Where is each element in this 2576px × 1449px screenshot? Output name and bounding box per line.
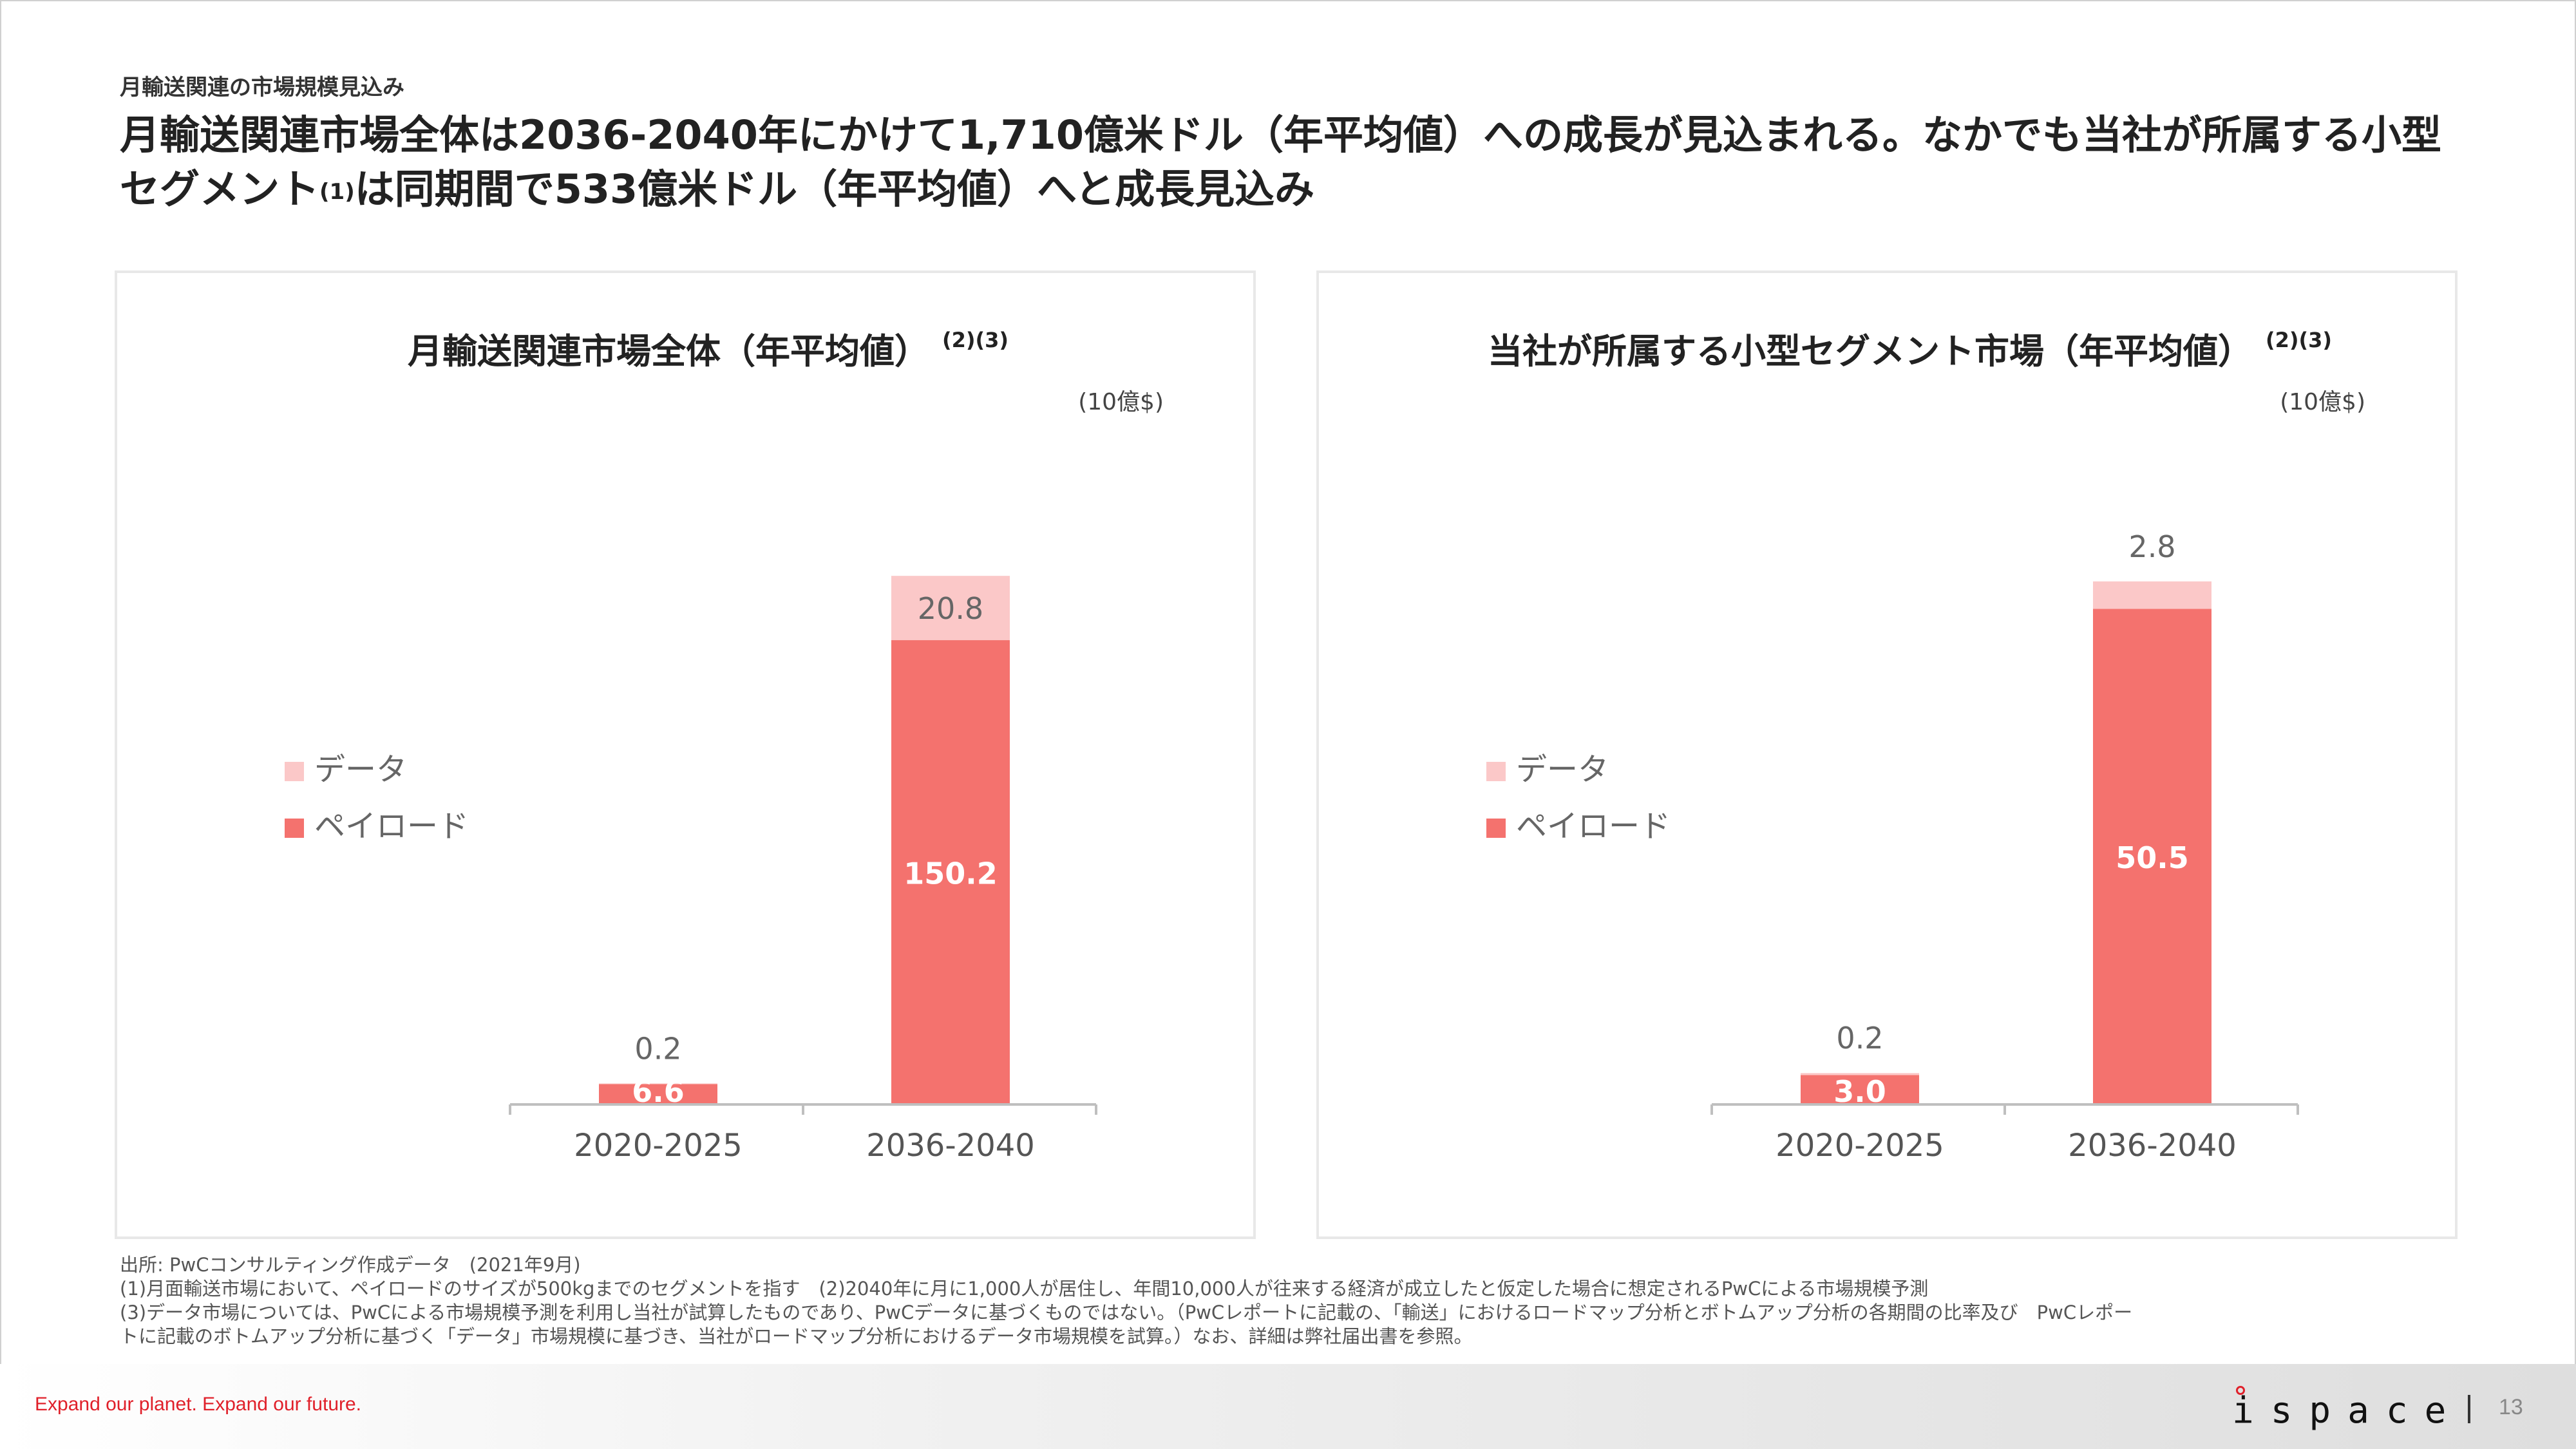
- legend-label-data: データ: [1516, 752, 1609, 788]
- headline-footnote: (1): [319, 179, 355, 205]
- legend-label-data: データ: [314, 752, 407, 788]
- chart-title: 当社が所属する小型セグメント市場（年平均値）: [1488, 331, 2253, 372]
- x-tick-label-2020-2025: 2020-2025: [1776, 1128, 1944, 1164]
- legend-swatch-payload: [285, 819, 304, 838]
- logo-wordmark: ispace: [2232, 1390, 2463, 1432]
- data-label-data-2020-2025: 0.2: [1836, 1021, 1883, 1056]
- chart-unit-label: (10億$): [1078, 389, 1164, 415]
- chart-panel-total-market: 月輸送関連市場全体（年平均値） (2)(3) (10億$) データ ペイロード 6.6 0.…: [115, 270, 1256, 1239]
- chart-title-note: (2)(3): [2266, 328, 2332, 352]
- bar-data-2020-2025: [1801, 1073, 1919, 1075]
- chart-panel-small-segment: 当社が所属する小型セグメント市場（年平均値） (2)(3) (10億$) データペイロ…: [1316, 270, 2458, 1239]
- ispace-logo: ispace: [2232, 1383, 2446, 1435]
- data-label-data-2036-2040: 2.8: [2128, 529, 2175, 564]
- x-tick-label-2020-2025: 2020-2025: [574, 1128, 743, 1164]
- bar-data-2036-2040: [2093, 581, 2211, 609]
- legend-label-payload: ペイロード: [1516, 808, 1671, 844]
- chart-unit-label: (10億$): [2280, 389, 2365, 415]
- page-title: 月輸送関連市場全体は2036-2040年にかけて1,710億米ドル（年平均値）へ…: [120, 108, 2470, 216]
- footer-separator: [2468, 1395, 2470, 1423]
- footer-bar: Expand our planet. Expand our future. is…: [0, 1364, 2576, 1449]
- footer-tagline: Expand our planet. Expand our future.: [35, 1394, 362, 1415]
- page-number: 13: [2499, 1395, 2523, 1419]
- headline-part1: 月輸送関連市場全体は2036-2040年にかけて1,710億米ドル（年平均値）へ…: [120, 111, 2441, 213]
- logo-dot-icon: [2236, 1386, 2245, 1395]
- footnote-3: (3)データ市場については、PwCによる市場規模予測を利用し当社が試算したもので…: [120, 1302, 2133, 1323]
- legend-swatch-data: [285, 762, 304, 781]
- headline-part2: は同期間で533億米ドル（年平均値）へと成長見込み: [354, 166, 1315, 213]
- data-label-payload-2036-2040: 150.2: [904, 857, 998, 891]
- chart-title: 月輸送関連市場全体（年平均値）: [408, 331, 929, 372]
- chart-total-market: 月輸送関連市場全体（年平均値） (2)(3)(10億$)データペイロード6.60.…: [285, 328, 1164, 1164]
- data-label-data-2036-2040: 20.8: [918, 591, 983, 626]
- footnote-1-2: (1)月面輸送市場において、ペイロードのサイズが500kgまでのセグメントを指す…: [120, 1278, 1929, 1300]
- bar-payload-2020-2025: [1801, 1075, 1919, 1104]
- bar-payload-2020-2025: [599, 1084, 717, 1104]
- data-label-payload-2036-2040: 50.5: [2116, 840, 2189, 875]
- chart-title-note: (2)(3): [942, 328, 1009, 352]
- x-tick-label-2036-2040: 2036-2040: [2068, 1128, 2237, 1164]
- section-kicker: 月輸送関連の市場規模見込み: [120, 75, 404, 100]
- data-label-data-2020-2025: 0.2: [634, 1031, 681, 1066]
- legend-label-payload: ペイロード: [314, 808, 469, 844]
- bar-payload-2036-2040: [2093, 609, 2211, 1104]
- footnote-3-cont: トに記載のボトムアップ分析に基づく「データ」市場規模に基づき、当社がロードマップ…: [120, 1325, 1473, 1347]
- bar-data-2020-2025: [599, 1083, 717, 1084]
- footnotes: 出所: PwCコンサルティング作成データ (2021年9月) (1)月面輸送市場…: [120, 1253, 2470, 1349]
- x-tick-label-2036-2040: 2036-2040: [866, 1128, 1035, 1164]
- legend-swatch-data: [1486, 762, 1506, 781]
- footnote-source: 出所: PwCコンサルティング作成データ (2021年9月): [120, 1254, 581, 1276]
- chart-small-segment: 当社が所属する小型セグメント市場（年平均値） (2)(3) (10億$) データペイロ…: [1486, 328, 2365, 1164]
- bar-payload-2036-2040: [891, 640, 1010, 1104]
- bar-data-2036-2040: [891, 576, 1010, 641]
- legend-swatch-payload: [1486, 819, 1506, 838]
